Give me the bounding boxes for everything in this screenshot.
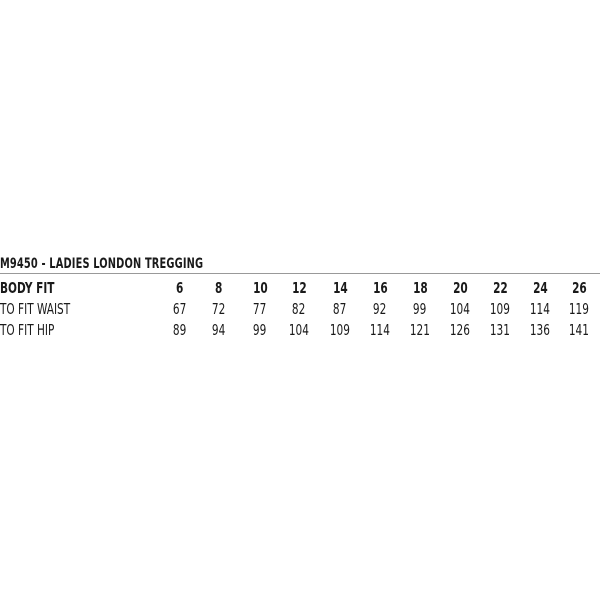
column-header: 16 bbox=[360, 279, 400, 297]
table-cell: 114 bbox=[520, 300, 560, 318]
column-header: 8 bbox=[199, 279, 239, 297]
table-cell-text: 67 bbox=[173, 300, 187, 318]
column-header-text: 24 bbox=[532, 279, 548, 297]
header-row: BODY FIT 6 8 10 12 14 16 18 20 22 24 26 bbox=[0, 279, 600, 299]
table-cell-text: 82 bbox=[292, 300, 306, 318]
table-cell: 109 bbox=[480, 300, 520, 318]
table-cell-text: 131 bbox=[489, 321, 511, 339]
column-header-text: 14 bbox=[332, 279, 348, 297]
table-cell: 89 bbox=[160, 321, 200, 339]
table-cell: 92 bbox=[360, 300, 400, 318]
row-label: TO FIT WAIST bbox=[0, 300, 71, 318]
table-cell-text: 104 bbox=[288, 321, 310, 339]
table-cell-text: 141 bbox=[568, 321, 590, 339]
column-header: 14 bbox=[320, 279, 360, 297]
table-cell: 126 bbox=[440, 321, 480, 339]
column-header: 10 bbox=[240, 279, 280, 297]
table-cell-text: 126 bbox=[449, 321, 471, 339]
column-header-text: 20 bbox=[452, 279, 468, 297]
table-cell-text: 109 bbox=[489, 300, 511, 318]
table-cell-text: 99 bbox=[413, 300, 427, 318]
table-cell-text: 136 bbox=[529, 321, 551, 339]
table-cell: 82 bbox=[279, 300, 319, 318]
table-cell-text: 87 bbox=[333, 300, 347, 318]
table-cell-text: 77 bbox=[253, 300, 267, 318]
column-header: 6 bbox=[160, 279, 200, 297]
table-cell: 121 bbox=[400, 321, 440, 339]
column-header-text: 6 bbox=[176, 279, 184, 297]
table-cell-text: 89 bbox=[173, 321, 187, 339]
table-row: TO FIT HIP 89 94 99 104 109 114 121 126 131 136 141 bbox=[0, 321, 600, 341]
row-label: BODY FIT bbox=[0, 279, 55, 297]
divider bbox=[0, 273, 600, 274]
column-header-text: 10 bbox=[252, 279, 268, 297]
column-header: 22 bbox=[480, 279, 520, 297]
table-cell: 99 bbox=[240, 321, 280, 339]
table-cell: 119 bbox=[559, 300, 599, 318]
column-header-text: 22 bbox=[492, 279, 508, 297]
table-cell: 67 bbox=[160, 300, 200, 318]
column-header-text: 26 bbox=[571, 279, 587, 297]
column-header: 20 bbox=[440, 279, 480, 297]
column-header-text: 18 bbox=[412, 279, 428, 297]
table-cell: 141 bbox=[559, 321, 599, 339]
chart-title: M9450 - LADIES LONDON TREGGING bbox=[0, 256, 204, 272]
column-header-text: 8 bbox=[215, 279, 223, 297]
table-cell-text: 92 bbox=[373, 300, 387, 318]
table-cell: 77 bbox=[240, 300, 280, 318]
table-cell-text: 99 bbox=[253, 321, 267, 339]
table-row: TO FIT WAIST 67 72 77 82 87 92 99 104 109 114 119 bbox=[0, 300, 600, 320]
column-header: 12 bbox=[279, 279, 319, 297]
table-cell-text: 114 bbox=[369, 321, 391, 339]
table-cell-text: 109 bbox=[329, 321, 351, 339]
table-cell: 72 bbox=[199, 300, 239, 318]
table-cell-text: 104 bbox=[449, 300, 471, 318]
table-cell: 104 bbox=[279, 321, 319, 339]
row-label: TO FIT HIP bbox=[0, 321, 55, 339]
table-cell: 109 bbox=[320, 321, 360, 339]
table-cell-text: 72 bbox=[212, 300, 226, 318]
table-cell-text: 114 bbox=[529, 300, 551, 318]
column-header: 24 bbox=[520, 279, 560, 297]
table-cell: 87 bbox=[320, 300, 360, 318]
table-cell-text: 119 bbox=[568, 300, 590, 318]
column-header: 18 bbox=[400, 279, 440, 297]
table-cell: 99 bbox=[400, 300, 440, 318]
column-header: 26 bbox=[559, 279, 599, 297]
table-cell: 131 bbox=[480, 321, 520, 339]
table-cell-text: 94 bbox=[212, 321, 226, 339]
table-cell: 94 bbox=[199, 321, 239, 339]
table-cell-text: 121 bbox=[409, 321, 431, 339]
table-cell: 104 bbox=[440, 300, 480, 318]
column-header-text: 12 bbox=[291, 279, 307, 297]
table-cell: 136 bbox=[520, 321, 560, 339]
column-header-text: 16 bbox=[372, 279, 388, 297]
table-cell: 114 bbox=[360, 321, 400, 339]
